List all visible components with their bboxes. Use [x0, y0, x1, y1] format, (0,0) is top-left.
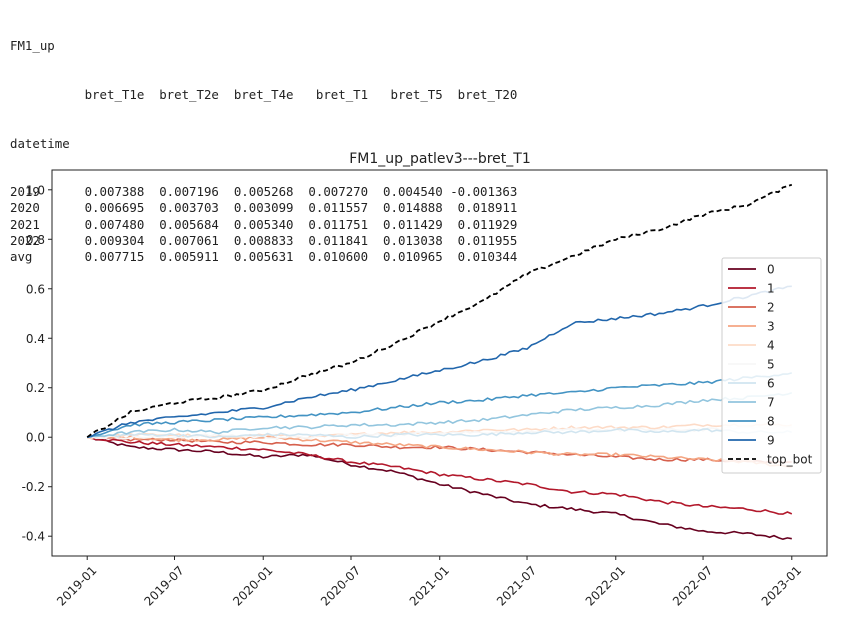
legend-label: 2 — [767, 301, 775, 315]
table-row-label: 2022 — [10, 232, 78, 248]
x-tick-label: 2022-07 — [670, 563, 715, 608]
legend-label: 4 — [767, 339, 775, 353]
y-tick-label: 0.4 — [26, 332, 45, 346]
table-row: avg 0.007715 0.005911 0.005631 0.010600 … — [10, 249, 517, 265]
table-cell: 0.010344 — [450, 248, 518, 264]
series-line-8 — [87, 372, 793, 438]
x-tick-label: 2019-07 — [141, 563, 186, 608]
table-cell: -0.001363 — [450, 184, 518, 200]
series-line-1 — [87, 436, 793, 515]
table-cell: 0.004540 — [375, 184, 451, 200]
table-cell: 0.011429 — [375, 216, 451, 232]
legend-label: 7 — [767, 396, 775, 410]
table-index-name: datetime — [10, 135, 70, 151]
table-cell: 0.007196 — [151, 184, 227, 200]
y-tick-label: 0.8 — [26, 233, 45, 247]
table-cell: 0.005340 — [226, 216, 301, 232]
table-row-label: avg — [10, 248, 78, 264]
table-body: 2019 0.007388 0.007196 0.005268 0.007270… — [10, 184, 517, 265]
table-cell: 0.009304 — [77, 232, 152, 248]
table-cell: 0.011557 — [300, 200, 376, 216]
table-cell: 0.003099 — [226, 200, 301, 216]
table-cell: 0.005911 — [151, 248, 227, 264]
table-cell: 0.005268 — [226, 184, 301, 200]
x-tick-label: 2020-01 — [230, 563, 275, 608]
y-tick-label: -0.4 — [22, 530, 45, 544]
table-row: 2022 0.009304 0.007061 0.008833 0.011841… — [10, 233, 517, 249]
table-cell: 0.005684 — [151, 216, 227, 232]
table-cell: 0.010965 — [375, 248, 451, 264]
table-cell: 0.014888 — [375, 200, 451, 216]
table-column-header: bret_T2e — [151, 87, 227, 102]
table-column-header: bret_T4e — [226, 87, 301, 102]
table-row-label: 2019 — [10, 184, 78, 200]
series-line-9 — [87, 285, 792, 438]
table-cell: 0.010600 — [300, 248, 376, 264]
x-tick-label: 2021-07 — [494, 563, 539, 608]
legend-label: 8 — [767, 415, 775, 429]
table-cell: 0.007388 — [77, 184, 152, 200]
table-cell: 0.007715 — [77, 248, 152, 264]
table-cell: 0.007061 — [151, 232, 227, 248]
table-cell: 0.007480 — [77, 216, 152, 232]
table-cell: 0.005631 — [226, 248, 301, 264]
legend: 0 1 2 3 4 5 6 7 8 9 top_bot — [721, 257, 822, 474]
legend-label: 5 — [767, 358, 775, 372]
table-cell: 0.003703 — [151, 200, 227, 216]
chart-title: FM1_up_patlev3---bret_T1 — [349, 151, 531, 167]
series-line-3 — [86, 434, 792, 468]
legend-label: 3 — [767, 320, 775, 334]
y-tick-label: -0.2 — [22, 480, 45, 494]
legend-label: 0 — [767, 263, 775, 277]
table-cell: 0.013038 — [375, 232, 451, 248]
legend-label: 1 — [767, 282, 775, 296]
table-column-header: bret_T5 — [375, 87, 451, 102]
series-line-2 — [87, 435, 792, 465]
table-row: 2021 0.007480 0.005684 0.005340 0.011751… — [10, 217, 517, 233]
x-tick-label: 2020-07 — [318, 563, 363, 608]
table-column-header: bret_T1e — [77, 87, 152, 102]
x-tick-label: 2023-01 — [759, 563, 804, 608]
legend-label: top_bot — [767, 453, 813, 467]
x-tick-label: 2021-01 — [407, 563, 452, 608]
table-row: 2020 0.006695 0.003703 0.003099 0.011557… — [10, 200, 517, 216]
series-line-6 — [87, 427, 793, 439]
table-cell: 0.007270 — [300, 184, 376, 200]
legend-label: 9 — [767, 434, 775, 448]
x-tick-label: 2022-01 — [583, 563, 628, 608]
table-cell: 0.006695 — [77, 200, 152, 216]
x-axis: 2019-01 2019-07 2020-01 2020-07 2021-01 2021-… — [54, 556, 804, 609]
table-cell: 0.011929 — [450, 216, 518, 232]
series-layer — [86, 183, 793, 541]
table-row-label: 2020 — [10, 200, 78, 216]
table-cell: 0.011955 — [450, 232, 518, 248]
plot-frame — [51, 169, 828, 557]
table-cell: 0.011841 — [300, 232, 376, 248]
y-tick-label: 0.2 — [26, 381, 45, 395]
series-line-top_bot — [86, 183, 793, 438]
y-tick-label: 0.0 — [26, 431, 45, 445]
series-line-0 — [87, 436, 792, 541]
series-line-5 — [87, 424, 792, 440]
y-axis: -0.4 -0.2 0.0 0.2 0.4 0.6 0.8 1.0 — [22, 183, 52, 544]
table-name: FM1_up — [10, 38, 55, 54]
table-cell: 0.011751 — [300, 216, 376, 232]
y-tick-label: 1.0 — [26, 183, 45, 197]
y-tick-label: 0.6 — [26, 282, 45, 296]
legend-box — [721, 257, 822, 474]
table-cell: 0.008833 — [226, 232, 301, 248]
table-row-label: 2021 — [10, 216, 78, 232]
table-column-header: bret_T1 — [300, 87, 376, 102]
table-column-header: bret_T20 — [450, 87, 518, 102]
series-line-7 — [86, 391, 793, 438]
x-tick-label: 2019-01 — [54, 563, 99, 608]
dataframe-output: FM1_up bret_T1e bret_T2e bret_T4e bret_T… — [10, 6, 517, 281]
table-header-row: bret_T1e bret_T2e bret_T4e bret_T1 bret_… — [10, 87, 518, 103]
legend-label: 6 — [767, 377, 775, 391]
table-row: 2019 0.007388 0.007196 0.005268 0.007270… — [10, 184, 517, 200]
table-cell: 0.018911 — [450, 200, 518, 216]
